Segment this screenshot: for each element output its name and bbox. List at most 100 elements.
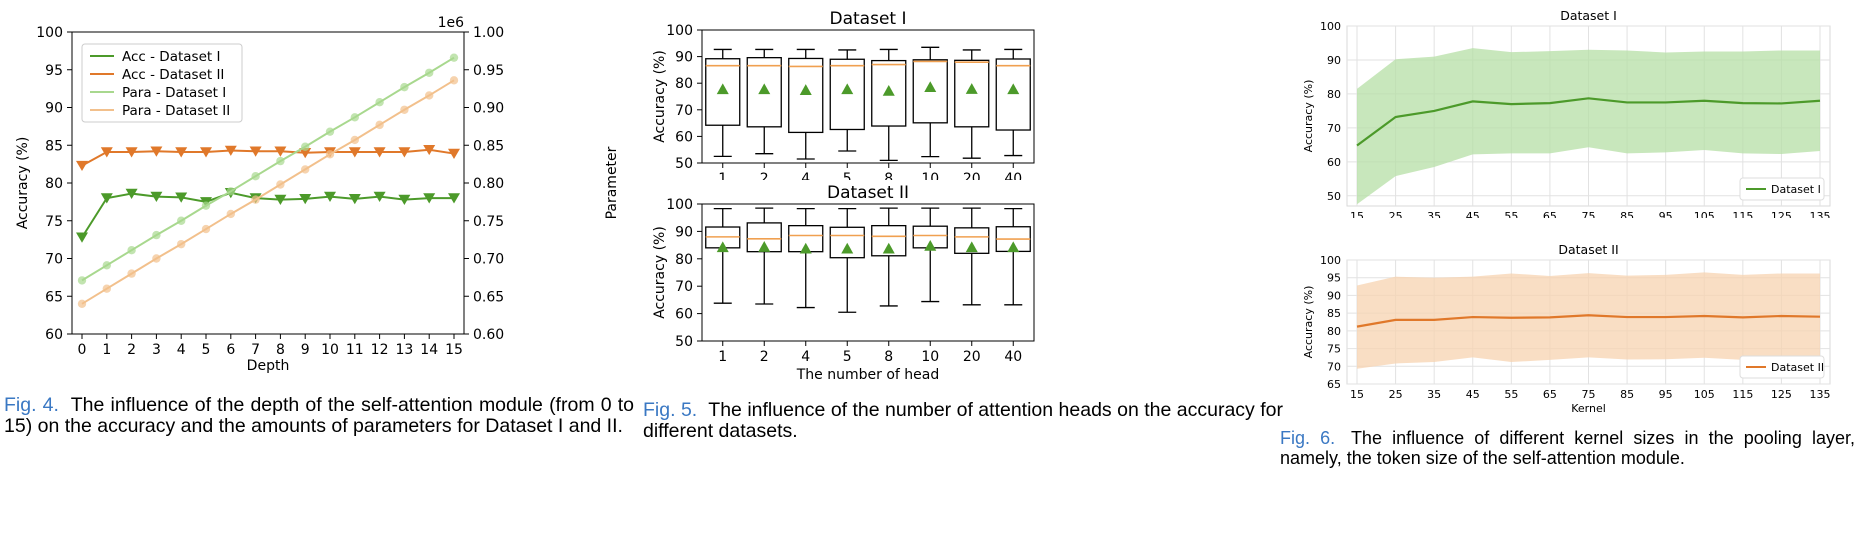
x-axis-label: Kernel — [1571, 402, 1606, 414]
data-point — [177, 239, 186, 249]
x-tick-label: 40 — [1004, 171, 1022, 180]
x-tick-label: 6 — [226, 342, 235, 358]
data-point — [400, 82, 409, 92]
x-tick-label: 55 — [1504, 388, 1518, 401]
chart-title: Dataset I — [1560, 8, 1617, 23]
x-tick-label: 20 — [963, 171, 981, 180]
data-point — [226, 209, 235, 219]
y-tick-label: 60 — [675, 129, 693, 145]
x-tick-label: 105 — [1694, 388, 1715, 401]
x-tick-label: 85 — [1620, 210, 1634, 218]
data-point — [425, 91, 434, 100]
x-tick-label: 85 — [1620, 388, 1634, 401]
x-tick-label: 45 — [1466, 388, 1480, 401]
x-tick-label: 5 — [202, 342, 211, 358]
y-tick-label: 100 — [666, 197, 693, 213]
x-tick-label: 65 — [1543, 210, 1557, 218]
data-point — [398, 194, 411, 206]
data-point — [375, 120, 384, 130]
x-tick-label: 125 — [1771, 210, 1792, 218]
x-tick-label: 65 — [1543, 388, 1557, 401]
x-tick-label: 11 — [346, 342, 364, 358]
x-tick-label: 2 — [760, 171, 769, 180]
legend-box — [1739, 355, 1825, 379]
data-point — [448, 148, 460, 159]
mean-marker — [882, 242, 895, 254]
data-point — [400, 105, 409, 114]
x-tick-label: 5 — [843, 349, 852, 365]
figure-4-caption: Fig. 4. The influence of the depth of th… — [4, 395, 634, 437]
x-tick-label: 8 — [276, 342, 285, 358]
data-point — [423, 193, 436, 204]
x-tick-label: 7 — [251, 342, 260, 358]
y-tick-label: 75 — [45, 214, 63, 230]
x-tick-label: 45 — [1466, 210, 1480, 218]
x-tick-label: 1 — [718, 171, 727, 180]
x-tick-label: 35 — [1427, 210, 1441, 218]
x-tick-label: 2 — [127, 342, 136, 358]
y-tick-label: 100 — [666, 23, 693, 39]
x-tick-label: 4 — [801, 349, 810, 365]
x-tick-label: 20 — [963, 349, 981, 365]
figure-5-text: The influence of the number of attention… — [643, 399, 1283, 442]
y-tick-label: 95 — [1327, 272, 1341, 285]
y-tick-label: 80 — [675, 252, 693, 268]
x-tick-label: 8 — [884, 171, 893, 180]
data-point — [274, 194, 287, 206]
y2-tick-label: 0.80 — [473, 176, 504, 192]
heads-dataset-2-boxplot: 50 60 70 80 90 100 1 2 4 5 8 10 20 40 Dataset II Accura… — [652, 183, 1035, 383]
data-point — [350, 135, 359, 145]
x-tick-label: 8 — [884, 349, 893, 365]
data-point — [150, 146, 163, 157]
y-tick-label: 70 — [675, 103, 693, 119]
x-tick-label: 40 — [1004, 349, 1022, 365]
x-tick-label: 125 — [1771, 388, 1792, 401]
y2-tick-label: 0.70 — [473, 252, 504, 268]
y-tick-label: 65 — [1327, 378, 1341, 391]
x-tick-label: 10 — [921, 171, 939, 180]
x-tick-label: 1 — [718, 349, 727, 365]
mean-marker — [758, 241, 771, 252]
x-tick-label: 135 — [1810, 210, 1831, 218]
data-point — [449, 53, 459, 62]
mean-marker — [716, 241, 729, 253]
x-tick-label: 14 — [420, 342, 438, 358]
x-tick-label: 5 — [843, 171, 852, 180]
y-tick-label: 95 — [45, 63, 63, 79]
x-tick-label: 25 — [1389, 210, 1403, 218]
heads-dataset-1-boxplot: 50 60 70 80 90 100 1 2 4 5 8 10 20 40 Dataset I Accurac… — [652, 9, 1035, 180]
data-point — [100, 193, 113, 204]
x-tick-label: 115 — [1732, 388, 1753, 401]
x-tick-label: 105 — [1694, 210, 1715, 218]
x-tick-label: 95 — [1659, 210, 1673, 218]
data-point — [152, 230, 161, 240]
y-tick-label: 90 — [675, 50, 693, 66]
data-point — [76, 232, 88, 243]
y-axis-label: Accuracy (%) — [652, 50, 668, 143]
data-point — [276, 156, 285, 166]
x-tick-label: 9 — [301, 342, 310, 358]
data-point — [226, 187, 235, 196]
mean-marker — [799, 242, 812, 254]
series-line — [81, 148, 455, 167]
figure-4-label: Fig. 4. — [4, 394, 59, 416]
legend-entry: Dataset I — [1771, 183, 1821, 196]
x-tick-label: 15 — [1350, 210, 1364, 218]
x-tick-label: 35 — [1427, 388, 1441, 401]
legend-box — [1739, 177, 1825, 201]
y-tick-label: 90 — [675, 224, 693, 240]
data-point — [425, 68, 434, 77]
y-tick-label: 80 — [1327, 325, 1341, 338]
data-point — [373, 147, 386, 158]
confidence-band — [1357, 272, 1820, 369]
y2-axis-label: Parameter — [604, 146, 620, 219]
series-line — [81, 56, 455, 282]
y-tick-label: 60 — [45, 327, 63, 343]
data-point — [251, 195, 260, 204]
box — [705, 58, 741, 126]
y2-tick-label: 0.65 — [473, 289, 504, 305]
data-point — [301, 142, 310, 151]
data-point — [375, 98, 384, 107]
y-tick-label: 50 — [675, 334, 693, 350]
data-point — [125, 147, 138, 158]
